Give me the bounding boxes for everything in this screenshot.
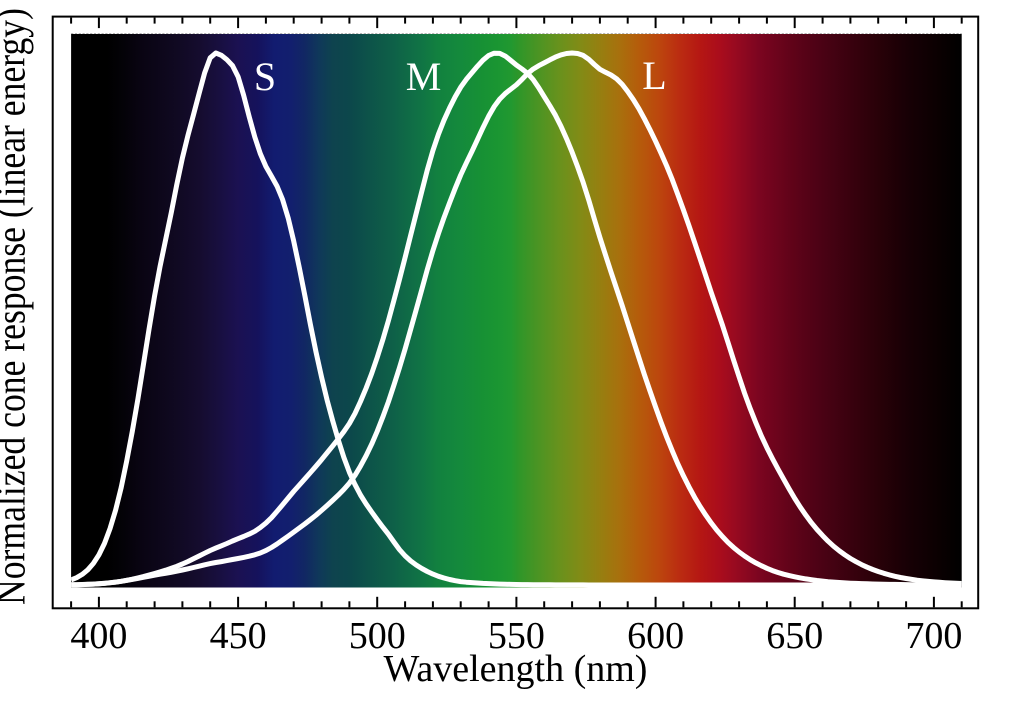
svg-text:400: 400	[70, 615, 127, 657]
svg-text:500: 500	[349, 615, 406, 657]
svg-text:600: 600	[627, 615, 684, 657]
svg-text:Normalized cone response (line: Normalized cone response (linear energy)	[0, 8, 34, 605]
svg-text:Wavelength (nm): Wavelength (nm)	[384, 648, 648, 690]
svg-text:S: S	[254, 54, 276, 99]
svg-text:M: M	[406, 54, 442, 99]
svg-text:L: L	[642, 53, 666, 98]
svg-text:650: 650	[766, 615, 823, 657]
svg-text:700: 700	[905, 615, 962, 657]
svg-text:450: 450	[210, 615, 267, 657]
svg-text:550: 550	[488, 615, 545, 657]
